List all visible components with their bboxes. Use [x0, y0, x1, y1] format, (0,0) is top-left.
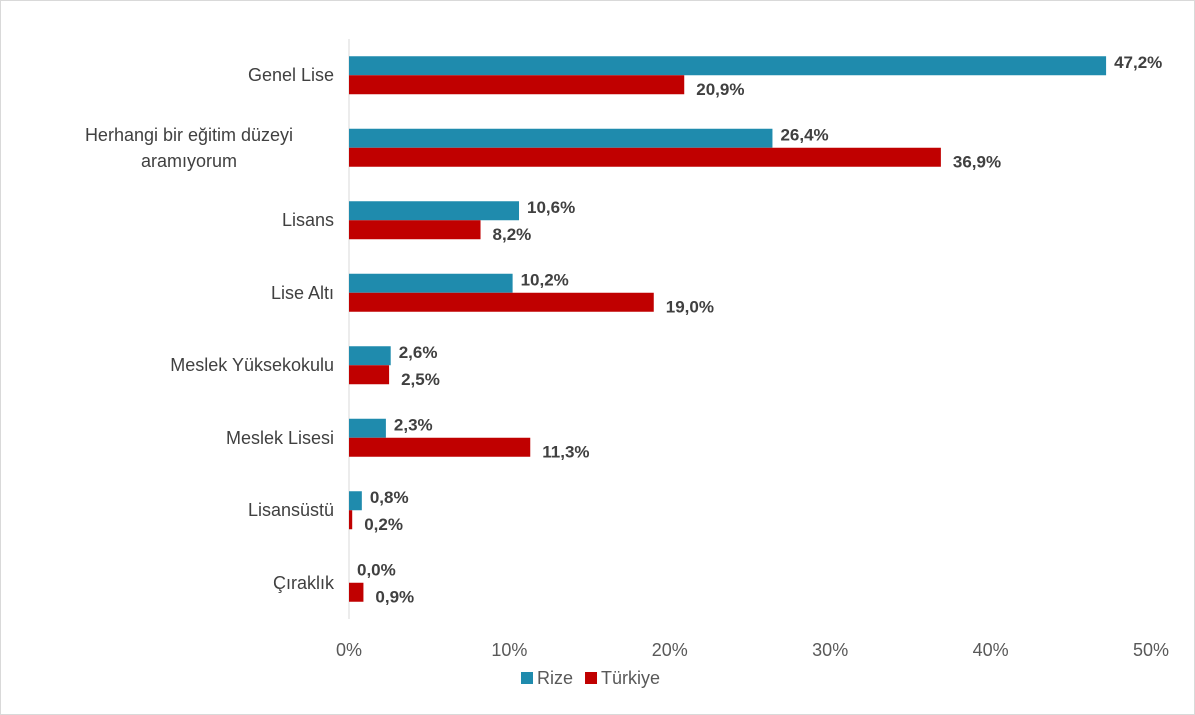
bar: [349, 147, 941, 167]
value-label: 20,9%: [696, 80, 744, 99]
legend-label: Rize: [537, 668, 573, 688]
value-label: 0,2%: [364, 515, 403, 534]
legend-swatch: [585, 672, 598, 684]
value-label: 10,6%: [527, 198, 575, 217]
category-text: Meslek Yüksekokulu: [170, 355, 334, 376]
bar: [349, 128, 773, 148]
x-tick-label: 30%: [812, 640, 848, 660]
bar: [349, 273, 513, 293]
bar: [349, 365, 390, 385]
bar: [349, 75, 685, 95]
category-label: Çıraklık: [44, 570, 334, 596]
x-tick-label: 10%: [491, 640, 527, 660]
value-label: 0,0%: [357, 561, 396, 580]
category-label: Lisans: [44, 207, 334, 233]
value-label: 19,0%: [666, 298, 714, 317]
value-label: 11,3%: [542, 443, 589, 462]
value-label: 0,8%: [370, 488, 409, 507]
legend-swatch: [521, 672, 533, 684]
bar: [349, 292, 654, 312]
value-label: 47,2%: [1114, 53, 1162, 72]
category-text: Genel Lise: [247, 65, 334, 86]
category-text: Lisansüstü: [247, 500, 334, 521]
category-label: Meslek Yüksekokulu: [44, 352, 334, 378]
value-label: 36,9%: [953, 153, 1001, 172]
bar: [349, 491, 362, 511]
legend-label: Türkiye: [601, 668, 660, 688]
x-tick-label: 20%: [652, 640, 688, 660]
category-label: Lisansüstü: [44, 497, 334, 523]
category-text: Lisans: [281, 210, 334, 231]
bar: [349, 510, 353, 530]
x-tick-label: 0%: [336, 640, 362, 660]
bar: [349, 220, 481, 240]
value-label: 26,4%: [780, 126, 828, 145]
x-tick-label: 50%: [1133, 640, 1169, 660]
value-label: 2,6%: [399, 343, 438, 362]
category-text: Çıraklık: [272, 572, 334, 593]
bar: [349, 201, 520, 221]
category-text: Herhangi bir eğitim düzeyi aramıyorum: [84, 124, 294, 171]
value-label: 0,9%: [375, 588, 414, 607]
category-text: Lise Altı: [270, 282, 334, 303]
x-tick-label: 40%: [973, 640, 1009, 660]
category-label: Lise Altı: [44, 280, 334, 306]
category-label: Meslek Lisesi: [44, 425, 334, 451]
bar: [349, 346, 391, 366]
value-label: 8,2%: [493, 225, 532, 244]
bar: [349, 582, 364, 602]
category-label: Herhangi bir eğitim düzeyi aramıyorum: [44, 122, 334, 174]
value-label: 10,2%: [521, 271, 569, 290]
bar: [349, 418, 386, 438]
value-label: 2,5%: [401, 370, 440, 389]
category-label: Genel Lise: [44, 62, 334, 88]
category-text: Meslek Lisesi: [225, 427, 334, 448]
bar: [349, 437, 531, 457]
value-label: 2,3%: [394, 416, 433, 435]
bar: [349, 56, 1107, 76]
